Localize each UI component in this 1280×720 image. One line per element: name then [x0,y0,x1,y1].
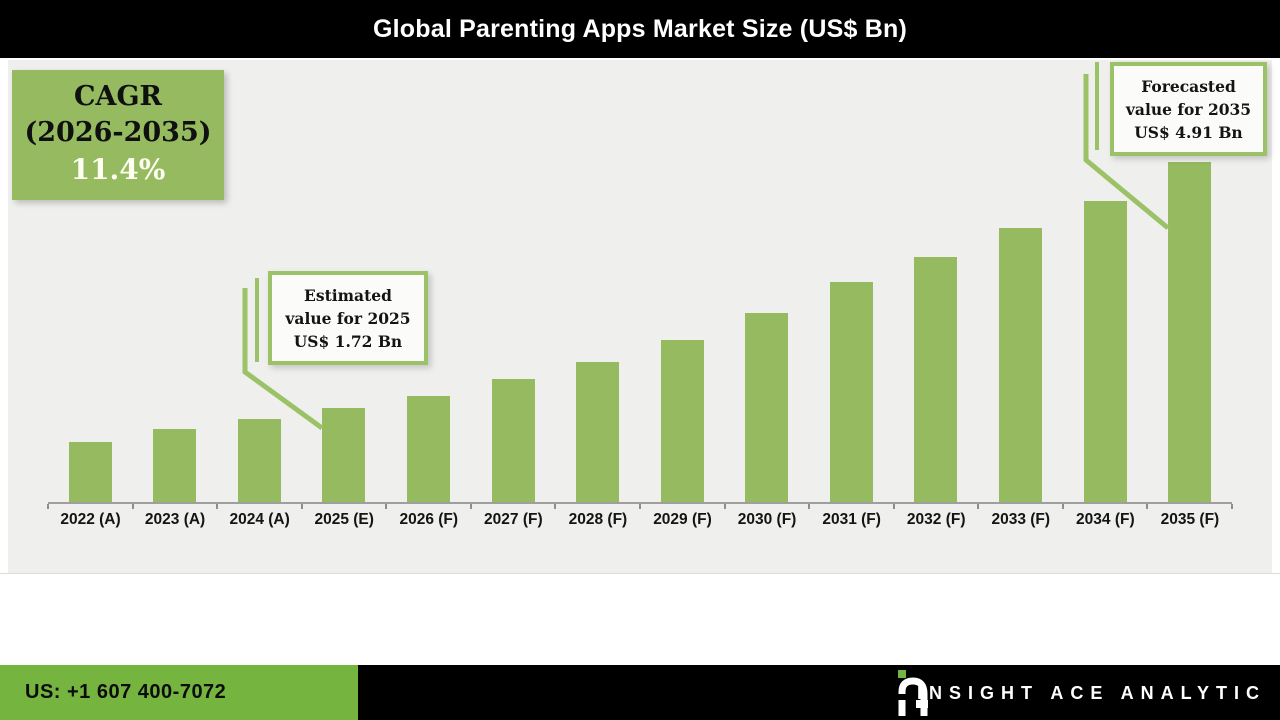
x-axis-tick [216,504,219,509]
chart-bar-2028 [576,362,620,502]
x-axis-label: 2022 (A) [60,511,121,528]
x-axis-tick [469,504,472,509]
chart-bar-2034 [1083,201,1127,502]
insight-ace-logo-icon [898,670,928,716]
chart-bar-2031 [829,282,873,502]
chart-bar-2025 [322,408,366,502]
x-axis-label: 2029 (F) [653,511,712,528]
footer-phone-block: US: +1 607 400-7072 [0,665,358,720]
chart-bar-2023 [153,429,197,502]
chart-bar-2024 [237,419,281,502]
cagr-value: 11.4% [70,153,166,186]
header-bar: Global Parenting Apps Market Size (US$ B… [0,0,1280,58]
estimated-callout-line1: Estimated [304,286,392,305]
x-axis-label: 2028 (F) [568,511,628,528]
x-axis-label: 2035 (F) [1160,511,1220,528]
forecasted-callout-line2: value for 2035 [1125,100,1252,119]
x-axis-label: 2024 (A) [229,511,290,528]
x-axis-tick [1146,504,1149,509]
x-axis-label: 2031 (F) [822,511,881,528]
x-axis-label: 2027 (F) [484,511,543,528]
market-contributors-strip: Market Contributors: ApP babycentre. .co… [0,573,1280,665]
chart-bar-2026 [407,396,451,502]
x-axis-tick [977,504,980,509]
x-axis-tick [554,504,557,509]
x-axis-tick [385,504,388,509]
x-axis-label: 2026 (F) [399,511,459,528]
cagr-period: (2026-2035) [24,117,212,148]
estimated-value-callout: Estimated value for 2025 US$ 1.72 Bn [268,271,428,365]
x-axis-label: 2033 (F) [991,511,1051,528]
x-axis-label: 2034 (F) [1076,511,1135,528]
chart-bar-2032 [914,257,958,502]
estimated-callout-value: US$ 1.72 Bn [293,332,403,351]
chart-bar-2022 [68,442,112,502]
cagr-title: CAGR [74,81,162,112]
chart-bar-2033 [999,228,1043,502]
x-axis-label: 2032 (F) [906,511,966,528]
x-axis-tick [1230,504,1233,509]
x-axis-tick [1061,504,1064,509]
phone-number: US: +1 607 400-7072 [25,681,227,703]
page-title: Global Parenting Apps Market Size (US$ B… [373,15,907,43]
x-axis-label: 2025 (E) [314,511,374,528]
forecasted-value-callout: Forecasted value for 2035 US$ 4.91 Bn [1110,62,1267,156]
chart-bar-2027 [491,379,535,502]
x-axis-label: 2023 (A) [144,511,206,528]
chart-bar-2035 [1168,162,1212,502]
chart-bar-2029 [660,340,704,502]
x-axis-tick [723,504,726,509]
x-axis-tick [892,504,895,509]
x-axis-tick [300,504,303,509]
x-axis-tick [638,504,641,509]
cagr-badge: CAGR (2026-2035) 11.4% [12,70,224,200]
x-axis-tick [808,504,811,509]
x-axis-label: 2030 (F) [737,511,797,528]
chart-bar-2030 [745,313,789,502]
forecasted-callout-line1: Forecasted [1141,77,1236,96]
x-axis-line [48,502,1232,504]
brand-name: INSIGHT ACE ANALYTIC [916,683,1266,703]
x-axis-tick [131,504,134,509]
x-axis-tick [47,504,49,509]
forecasted-callout-value: US$ 4.91 Bn [1134,123,1243,142]
estimated-callout-line2: value for 2025 [285,309,411,328]
footer-bar: US: +1 607 400-7072 INSIGHT ACE ANALYTIC [0,665,1280,720]
